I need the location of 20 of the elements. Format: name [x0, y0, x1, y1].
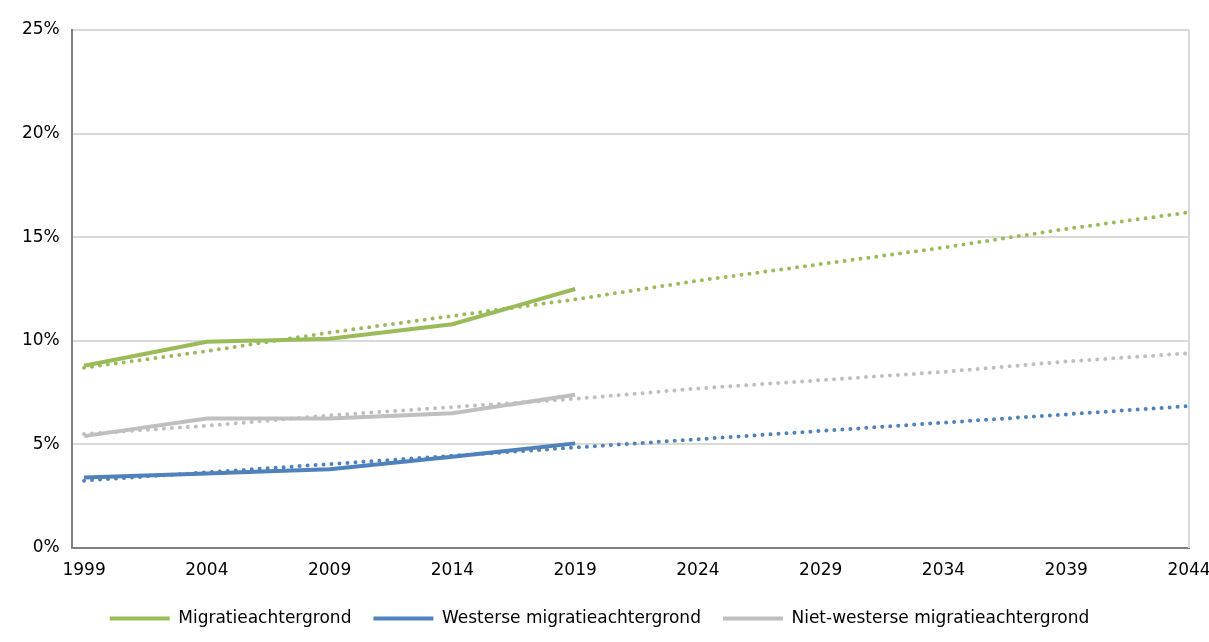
x-tick-label: 2039 — [1044, 558, 1088, 579]
y-tick-label: 20% — [21, 122, 60, 143]
x-tick-label: 2004 — [185, 558, 229, 579]
x-tick-label: 2014 — [430, 558, 475, 579]
line-series — [82, 404, 1189, 483]
y-tick-label: 25% — [21, 18, 60, 39]
x-tick-label: 2034 — [921, 558, 966, 579]
y-tick-label: 15% — [21, 225, 60, 246]
x-tick-label: 2019 — [553, 558, 597, 579]
legend-label: Niet-westerse migratieachtergrond — [791, 606, 1090, 627]
legend-label: Migratieachtergrond — [178, 606, 352, 627]
x-tick-label: 2024 — [676, 558, 720, 579]
x-tick-label: 2009 — [307, 558, 352, 579]
legend-label: Westerse migratieachtergrond — [441, 606, 701, 627]
y-tick-label: 0% — [32, 536, 60, 557]
x-tick-label: 1999 — [62, 558, 106, 579]
x-tick-label: 2029 — [799, 558, 843, 579]
y-tick-label: 10% — [21, 329, 60, 350]
y-tick-label: 5% — [32, 432, 60, 453]
x-tick-label: 2044 — [1167, 558, 1209, 579]
